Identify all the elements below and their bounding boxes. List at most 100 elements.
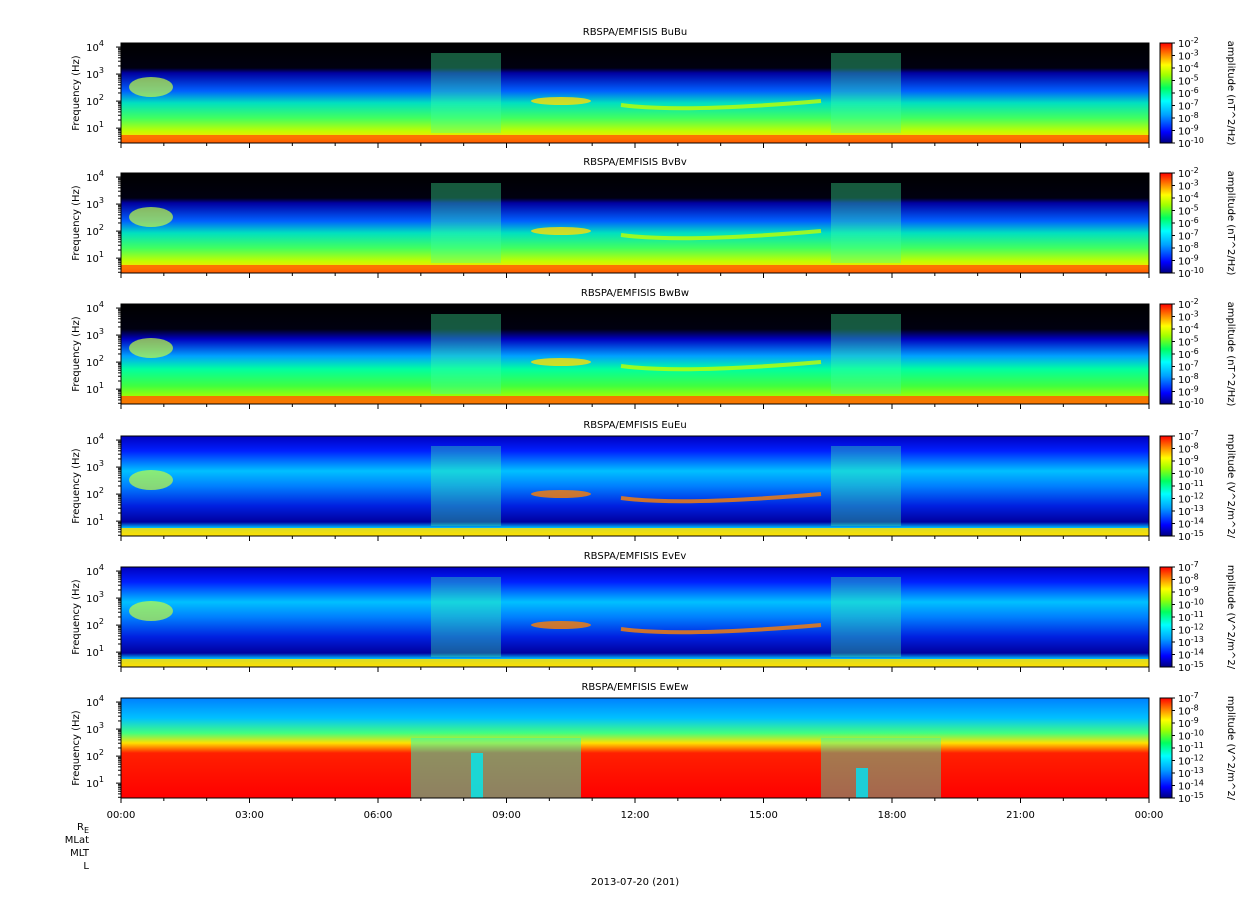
panel-title: RBSPA/EMFISIS EvEv [584, 551, 687, 562]
spectrogram-image [121, 304, 1149, 404]
colorbar-tick-label: 10-3 [1178, 49, 1199, 63]
emission-feature [531, 97, 591, 105]
emission-region [831, 446, 901, 526]
colorbar-tick-label: 10-14 [1178, 779, 1204, 793]
colorbar-tick-label: 10-8 [1178, 111, 1199, 125]
y-axis-label: Frequency (Hz) [71, 448, 82, 524]
y-tick-label: 104 [86, 39, 104, 54]
emission-region [431, 314, 501, 394]
colorbar-tick-label: 10-7 [1178, 229, 1199, 243]
colorbar-tick-label: 10-9 [1178, 716, 1199, 730]
x-tick-label: 00:00 [107, 810, 136, 821]
colorbar-tick-label: 10-14 [1178, 517, 1204, 531]
spectrogram-image [121, 567, 1149, 667]
x-tick-label: 03:00 [235, 810, 264, 821]
colorbar-tick-label: 10-3 [1178, 179, 1199, 193]
colorbar-tick-label: 10-7 [1178, 691, 1199, 705]
emission-gap [856, 768, 868, 798]
emission-feature [129, 601, 173, 621]
emission-region [831, 183, 901, 263]
y-axis-label: Frequency (Hz) [71, 185, 82, 261]
ephemeris-label-mlt: MLT [70, 848, 90, 859]
colorbar-label: mplitude (V^2/m^2/ [1225, 565, 1236, 670]
colorbar-tick-label: 10-2 [1178, 297, 1199, 311]
y-tick-label: 102 [86, 617, 104, 632]
colorbar-tick-label: 10-10 [1178, 729, 1204, 743]
panel-title: RBSPA/EMFISIS BvBv [583, 157, 687, 168]
colorbar-tick-label: 10-4 [1178, 322, 1199, 336]
low-frequency-band [121, 659, 1149, 667]
y-tick-label: 101 [86, 250, 104, 265]
y-tick-label: 104 [86, 432, 104, 447]
panel-title: RBSPA/EMFISIS EuEu [583, 420, 686, 431]
y-tick-label: 101 [86, 120, 104, 135]
colorbar-tick-label: 10-4 [1178, 191, 1199, 205]
emission-region [831, 53, 901, 133]
ephemeris-label-re: RE [77, 822, 89, 835]
colorbar-tick-label: 10-6 [1178, 216, 1199, 230]
y-tick-label: 104 [86, 694, 104, 709]
spectrogram-panel-2: RBSPA/EMFISIS BvBv 101 102 103 104 Frequency … [71, 157, 1236, 280]
panel-title: RBSPA/EMFISIS EwEw [581, 682, 688, 693]
colorbar-gradient [1159, 566, 1173, 668]
spectrogram-image [121, 43, 1149, 143]
emission-region [431, 446, 501, 526]
colorbar-tick-label: 10-15 [1178, 791, 1204, 805]
x-tick-label: 06:00 [364, 810, 393, 821]
y-tick-label: 104 [86, 169, 104, 184]
colorbar-tick-label: 10-6 [1178, 347, 1199, 361]
spectrogram-panel-4: RBSPA/EMFISIS EuEu 101 102 103 104 Frequency … [71, 420, 1236, 543]
colorbar-tick-label: 10-10 [1178, 467, 1204, 481]
colorbar-tick-label: 10-5 [1178, 204, 1199, 218]
colorbar-tick-label: 10-12 [1178, 754, 1204, 768]
colorbar-tick-label: 10-14 [1178, 648, 1204, 662]
y-tick-label: 104 [86, 563, 104, 578]
x-tick-label: 21:00 [1006, 810, 1035, 821]
colorbar-tick-label: 10-8 [1178, 372, 1199, 386]
y-tick-label: 103 [86, 590, 104, 605]
colorbar-tick-label: 10-3 [1178, 310, 1199, 324]
colorbar-tick-label: 10-13 [1178, 766, 1204, 780]
colorbar-tick-label: 10-12 [1178, 492, 1204, 506]
colorbar-gradient [1159, 435, 1173, 537]
colorbar-tick-label: 10-6 [1178, 86, 1199, 100]
y-tick-label: 102 [86, 223, 104, 238]
colorbar-tick-label: 10-10 [1178, 598, 1204, 612]
colorbar-tick-label: 10-7 [1178, 360, 1199, 374]
x-tick-label: 09:00 [492, 810, 521, 821]
colorbar-gradient [1159, 303, 1173, 405]
y-tick-label: 104 [86, 300, 104, 315]
x-tick-label: 15:00 [749, 810, 778, 821]
y-axis-label: Frequency (Hz) [71, 55, 82, 131]
colorbar-tick-label: 10-8 [1178, 442, 1199, 456]
colorbar-tick-label: 10-5 [1178, 74, 1199, 88]
emission-region [431, 183, 501, 263]
emission-feature [620, 360, 822, 372]
spectrogram-panel-5: RBSPA/EMFISIS EvEv 101 102 103 104 Frequency … [71, 551, 1236, 674]
colorbar-tick-label: 10-11 [1178, 479, 1204, 493]
emission-feature [620, 229, 822, 241]
colorbar-tick-label: 10-10 [1178, 397, 1204, 411]
emission-feature [129, 338, 173, 358]
low-frequency-band [121, 528, 1149, 536]
y-tick-label: 101 [86, 381, 104, 396]
colorbar: 10-1510-1410-1310-1210-1110-1010-910-810… [1159, 429, 1236, 543]
y-axis-label: Frequency (Hz) [71, 710, 82, 786]
panel-title: RBSPA/EMFISIS BwBw [581, 288, 689, 299]
colorbar-gradient [1159, 697, 1173, 799]
emission-region [411, 738, 581, 798]
x-axis-label: 2013-07-20 (201) [591, 877, 679, 888]
y-tick-label: 103 [86, 66, 104, 81]
colorbar-tick-label: 10-13 [1178, 635, 1204, 649]
emission-feature [531, 358, 591, 366]
colorbar-tick-label: 10-9 [1178, 585, 1199, 599]
colorbar-tick-label: 10-4 [1178, 61, 1199, 75]
low-frequency-band [121, 135, 1149, 143]
colorbar-tick-label: 10-7 [1178, 560, 1199, 574]
x-tick-label: 18:00 [878, 810, 907, 821]
colorbar-tick-label: 10-15 [1178, 660, 1204, 674]
colorbar-tick-label: 10-8 [1178, 241, 1199, 255]
